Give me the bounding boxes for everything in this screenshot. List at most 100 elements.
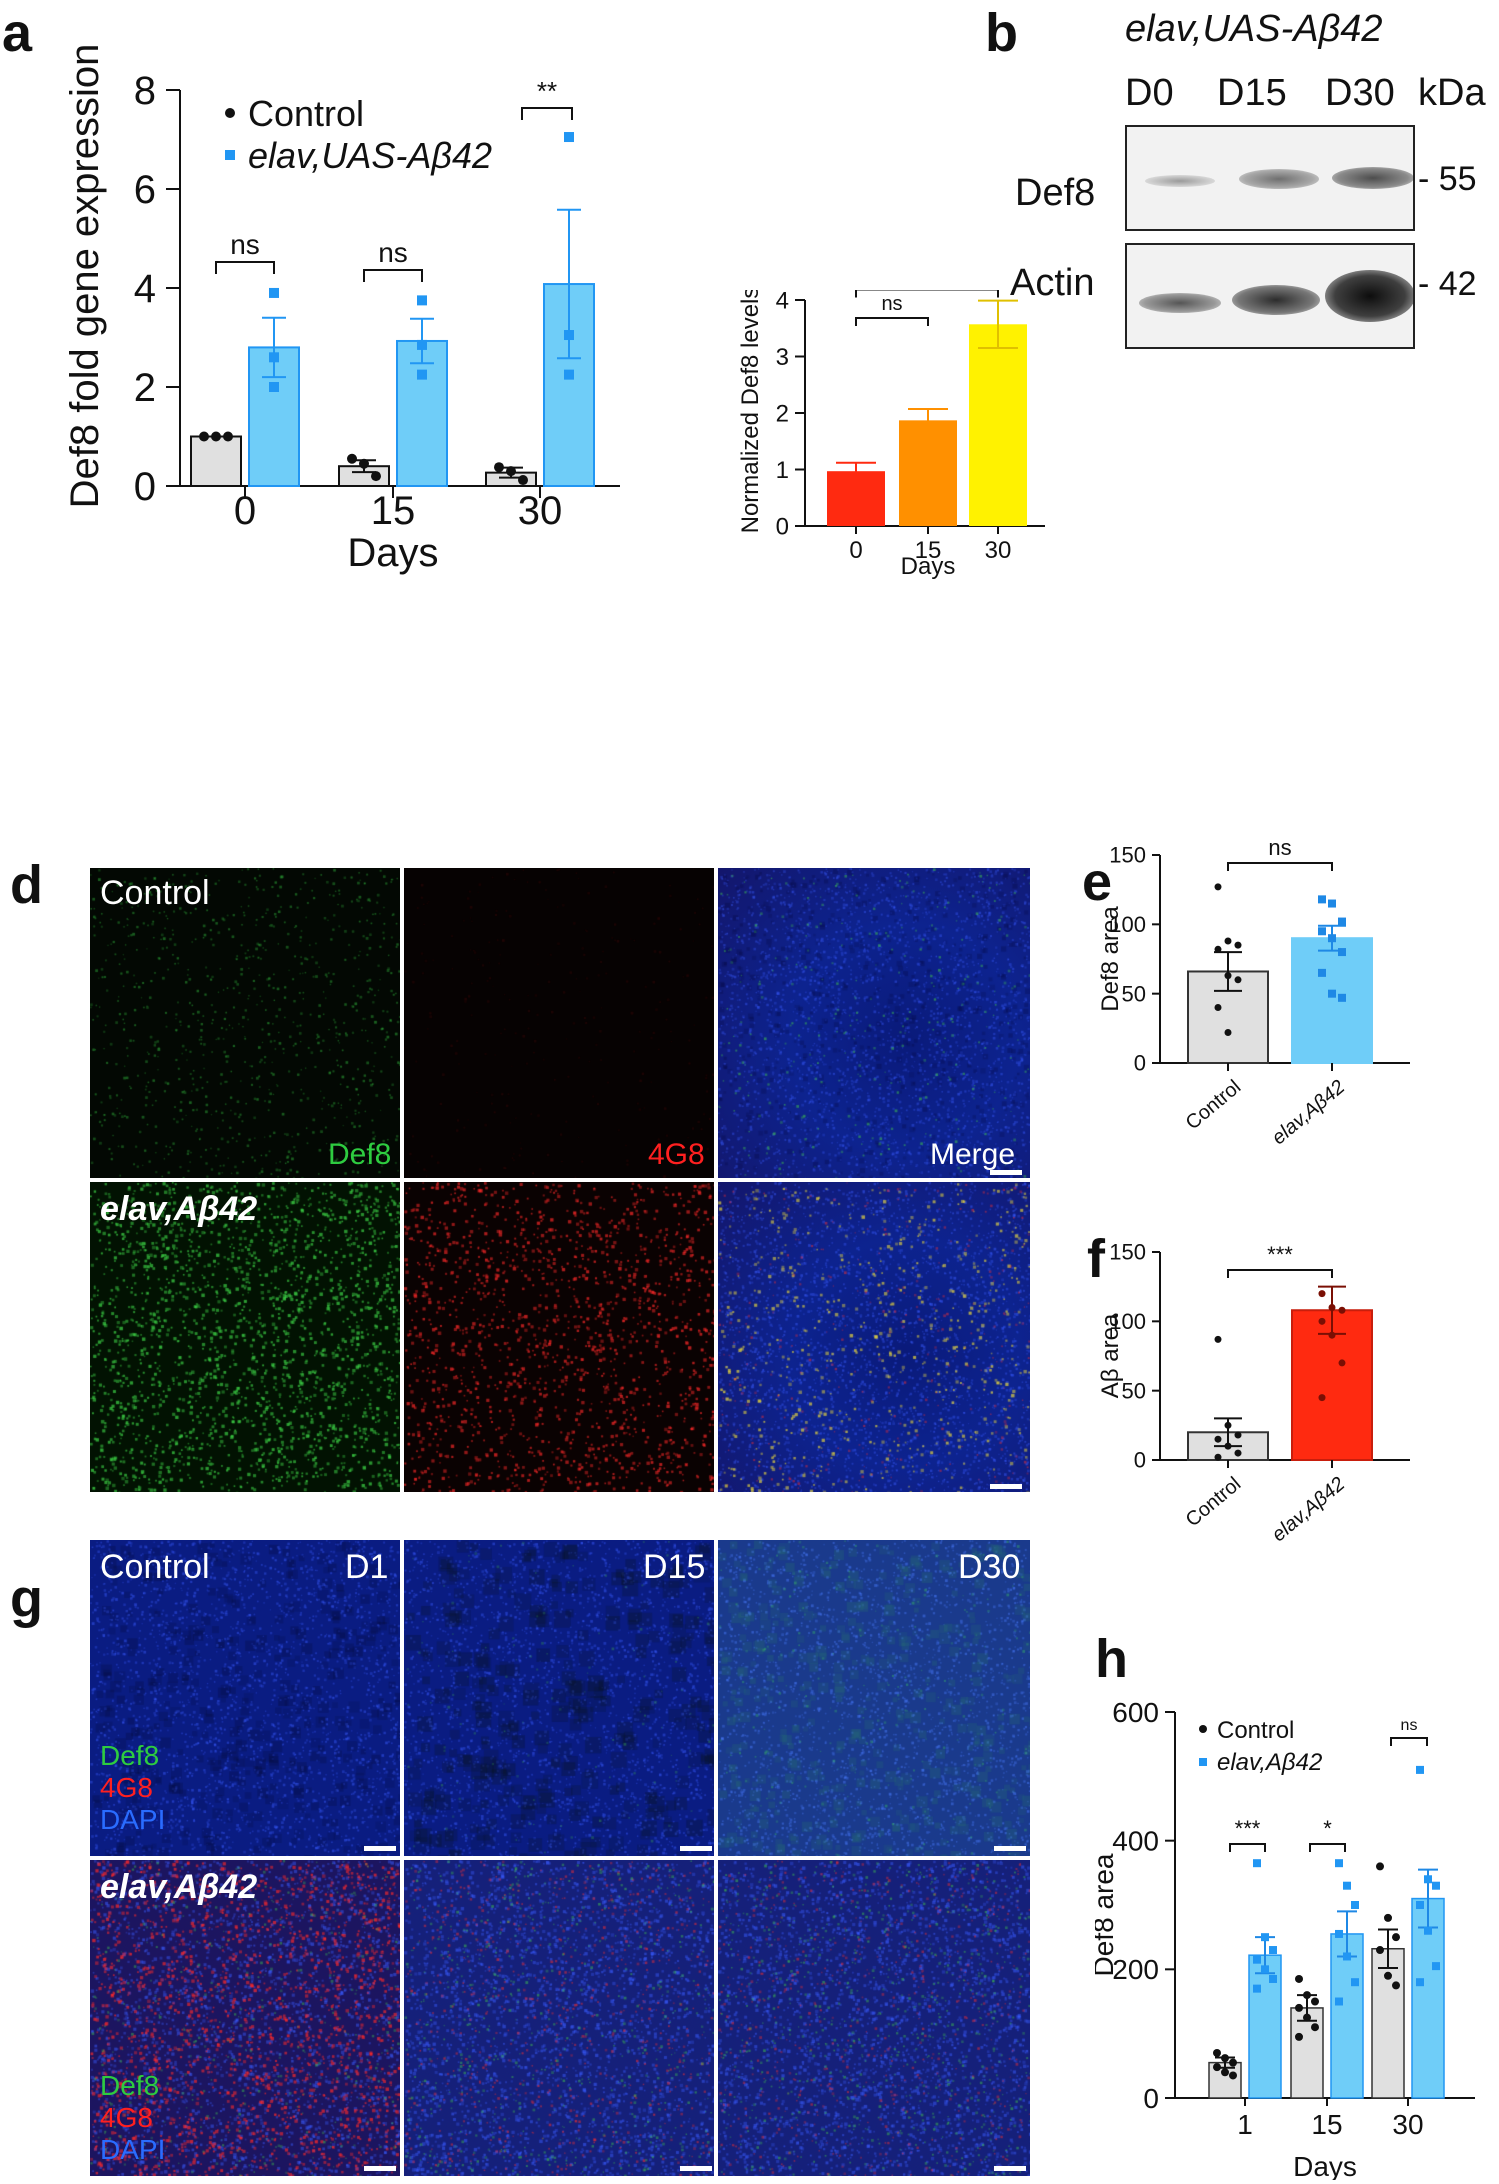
data-point [1234, 941, 1242, 949]
g-row-label-control: Control [100, 1548, 210, 1586]
micrograph-texture [718, 868, 1030, 1178]
data-point [1214, 1004, 1222, 1012]
blot-band [1332, 167, 1413, 189]
bar [396, 339, 448, 487]
legend-marker-abeta [225, 150, 235, 160]
sig-c-0-bracket [855, 317, 929, 326]
micrograph-texture [90, 1860, 400, 2176]
data-point [1261, 1933, 1269, 1942]
data-point [1384, 1913, 1392, 1922]
data-point [1214, 883, 1222, 891]
micrograph-texture [404, 1540, 714, 1856]
data-point [1214, 1453, 1222, 1461]
data-point [1214, 1435, 1222, 1443]
blot-band [1239, 169, 1319, 189]
data-point [371, 471, 381, 482]
data-point [1224, 1442, 1232, 1450]
data-point [1318, 1317, 1326, 1325]
g-stain-label-dapi: DAPI [100, 1804, 166, 1835]
g-row-label-abeta: elav,Aβ42 [100, 1868, 258, 1906]
data-point [1343, 1881, 1351, 1890]
chart-f-sig-bracket [1227, 1269, 1333, 1278]
y-tick-label: 0 [776, 513, 789, 540]
x-tick-label: elav,Aβ42 [1268, 1076, 1349, 1149]
micrograph-texture [90, 1182, 400, 1492]
y-tick-label: 2 [776, 400, 789, 427]
chart-f: 0 50 100 150 Aβ area Control elav,Aβ42 *** [1100, 1240, 1410, 1546]
scale-bar [990, 1484, 1022, 1489]
data-point [223, 431, 233, 442]
data-point [564, 369, 574, 380]
sig-a-1-label: ns [378, 237, 408, 268]
data-point [1392, 1981, 1400, 1990]
blot-band [1139, 293, 1221, 313]
data-point [269, 382, 279, 392]
data-point [1384, 1971, 1392, 1980]
data-point [1269, 1946, 1277, 1955]
g-stain-label-dapi-2: DAPI [100, 2134, 166, 2165]
data-point [1253, 1984, 1261, 1993]
scale-bar [990, 1170, 1022, 1175]
data-point [1229, 2071, 1237, 2080]
d-channel-label-4g8: 4G8 [648, 1138, 705, 1171]
legend-marker-abeta [1199, 1758, 1207, 1766]
data-point [1392, 1933, 1400, 1942]
x-axis-title: Days [1293, 2151, 1357, 2180]
data-point [1229, 2058, 1237, 2067]
bar [190, 435, 242, 487]
bar [969, 324, 1027, 526]
y-tick-label: 150 [1109, 843, 1146, 868]
sig-a-2-label: ** [537, 76, 557, 106]
legend-label-control: Control [248, 93, 364, 134]
micrograph-texture [404, 1182, 714, 1492]
data-point [1338, 917, 1346, 926]
x-tick-label: Control [1182, 1076, 1246, 1134]
blot-row-label-actin: Actin [1010, 262, 1095, 304]
data-point [1424, 1926, 1432, 1935]
scale-bar [364, 2166, 396, 2171]
micrograph-texture [718, 1860, 1030, 2176]
chart-e-sig-bracket [1227, 862, 1333, 871]
data-point [1376, 1946, 1384, 1955]
data-point [1328, 1303, 1336, 1311]
y-axis-title: Def8 fold gene expression [63, 44, 107, 509]
data-point [417, 339, 427, 350]
sig-a-0-bracket [215, 261, 275, 274]
panel-letter-a: a [2, 3, 33, 63]
x-tick-label: 15 [371, 489, 416, 533]
panel-letter-d: d [10, 855, 43, 915]
data-point [1338, 948, 1346, 957]
micrograph-g-control-d1 [90, 1540, 400, 1856]
data-point [1328, 1331, 1336, 1339]
x-tick-label: 15 [915, 537, 942, 564]
data-point [506, 466, 516, 477]
sig-c-0-label: ns [881, 293, 902, 315]
x-tick-label: 30 [985, 537, 1012, 564]
data-point [1318, 968, 1326, 977]
legend-marker-control [225, 108, 235, 118]
d-row-label-abeta: elav,Aβ42 [100, 1190, 258, 1228]
data-point [1295, 1974, 1303, 1983]
g-timepoint-d30: D30 [958, 1548, 1021, 1586]
data-point [1261, 1965, 1269, 1974]
scale-bar [994, 2166, 1026, 2171]
micrograph-g-abeta-d30 [718, 1860, 1030, 2176]
bar [1290, 2007, 1324, 2099]
x-tick-label: elav,Aβ42 [1268, 1473, 1349, 1546]
chart-e: 0 50 100 150 Def8 area Control elav,Aβ42 ns [1100, 835, 1410, 1149]
data-point [1295, 2003, 1303, 2012]
d-channel-label-merge: Merge [930, 1138, 1016, 1171]
d-channel-label-def8: Def8 [328, 1138, 392, 1171]
y-tick-label: 4 [776, 290, 789, 314]
blot-title: elav,UAS-Aβ42 [1125, 8, 1383, 50]
x-axis-title: Days [347, 531, 438, 575]
g-stain-label-def8: Def8 [100, 1740, 160, 1771]
data-point [1424, 1875, 1432, 1884]
data-point [417, 295, 427, 306]
y-tick-label: 0 [134, 465, 156, 509]
data-point [1221, 2068, 1229, 2077]
data-point [1318, 895, 1326, 904]
chart-f-sig-label: *** [1267, 1242, 1293, 1267]
y-tick-label: 50 [1122, 981, 1146, 1006]
bar [1371, 1947, 1405, 2099]
